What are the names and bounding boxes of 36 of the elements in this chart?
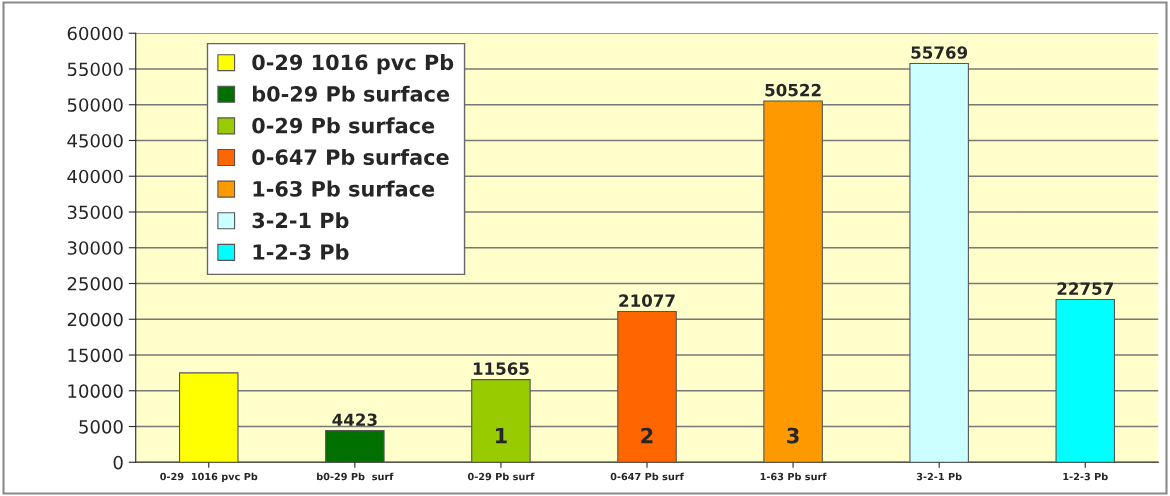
legend-label: 1-2-3 Pb	[253, 243, 349, 260]
x-tick-label: 1-63 Pb surf	[760, 472, 827, 481]
legend-label: 0-29 1016 pvc Pb	[252, 54, 454, 75]
annotation: 1	[496, 427, 507, 444]
y-tick-label: 40000	[67, 169, 123, 184]
y-tick-label: 35000	[67, 205, 123, 220]
y-tick-label: 55000	[67, 62, 123, 77]
y-tick-label: 45000	[67, 133, 123, 148]
legend-label: 1-63 Pb surface	[253, 180, 435, 197]
y-tick-label: 5000	[79, 419, 123, 434]
y-tick-label: 60000	[67, 26, 123, 41]
legend-label: 0-29 Pb surface	[252, 117, 435, 134]
legend-label: 0-647 Pb surface	[252, 148, 449, 166]
x-tick-label: 0-647 Pb surf	[610, 472, 684, 481]
x-tick-label: 1-2-3 Pb	[1063, 472, 1108, 481]
annotation: 2	[641, 427, 653, 444]
x-tick-label: 0-29 1016 pvc Pb	[160, 472, 258, 483]
data-label: 4423	[332, 413, 377, 427]
data-label: 55769	[911, 46, 968, 59]
data-label: 50522	[765, 83, 821, 97]
y-tick-label: 15000	[68, 348, 123, 363]
data-label: 22757	[1057, 282, 1113, 295]
data-label: 21077	[619, 294, 675, 307]
y-tick-label: 50000	[67, 98, 123, 112]
y-tick-label: 30000	[67, 241, 123, 255]
y-tick-label: 0	[113, 455, 123, 470]
legend-label: 3-2-1 Pb	[252, 212, 349, 229]
data-label: 11565	[473, 362, 529, 375]
x-tick-label: 3-2-1 Pb	[916, 472, 962, 481]
legend-label: b0-29 Pb surface	[252, 85, 450, 102]
x-tick-label: 0-29 Pb surf	[467, 472, 535, 481]
x-tick-label: b0-29 Pb surf	[317, 472, 394, 481]
y-tick-label: 25000	[67, 276, 123, 291]
y-tick-label: 20000	[67, 312, 123, 327]
annotation: 3	[787, 427, 799, 444]
y-tick-label: 10000	[68, 384, 123, 398]
